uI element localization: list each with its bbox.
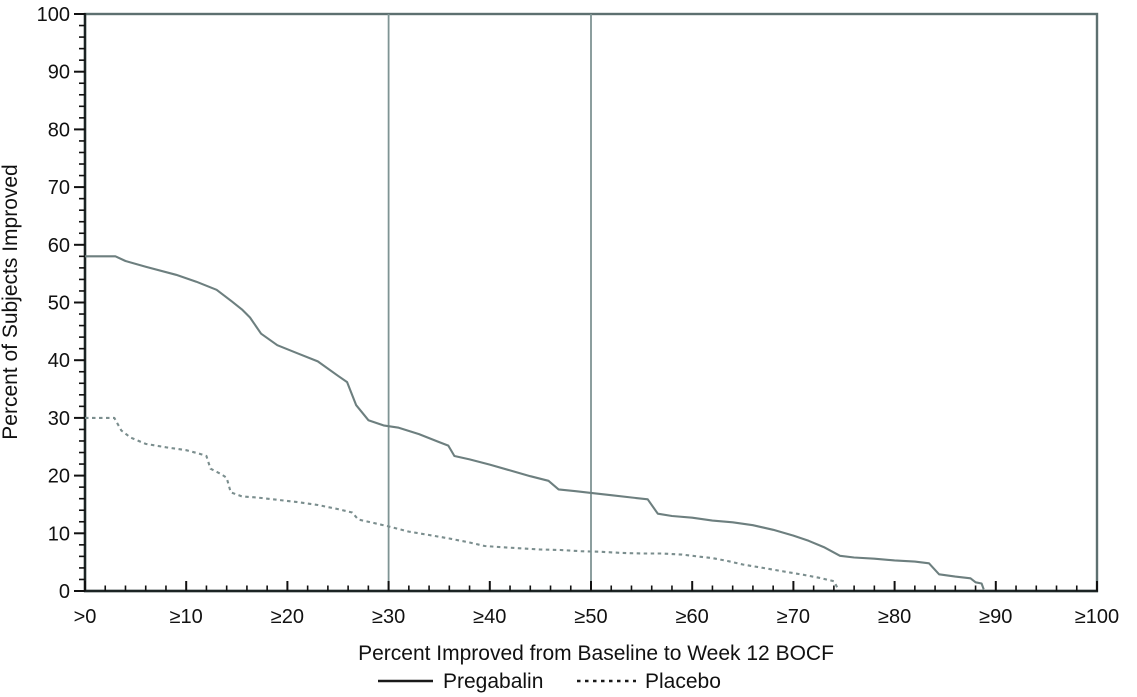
x-tick-label: ≥80 (878, 606, 911, 628)
x-tick-label: ≥50 (574, 606, 607, 628)
x-tick-label: ≥20 (271, 606, 304, 628)
placebo-curve (85, 416, 839, 590)
x-tick-label: ≥40 (473, 606, 506, 628)
x-axis-title: Percent Improved from Baseline to Week 1… (358, 642, 834, 665)
x-tick-label: >0 (74, 606, 97, 628)
x-tick-label: ≥10 (170, 606, 203, 628)
legend-label-placebo: Placebo (645, 670, 721, 693)
y-tick-label: 40 (48, 350, 70, 372)
y-tick-label: 10 (48, 523, 70, 545)
x-tick-label: ≥60 (676, 606, 709, 628)
x-tick-label: ≥90 (979, 606, 1012, 628)
y-tick-label: 70 (48, 177, 70, 199)
y-tick-label: 90 (48, 62, 70, 84)
pregabalin-curve (85, 255, 985, 590)
x-tick-label: ≥70 (777, 606, 810, 628)
legend: Pregabalin Placebo (378, 670, 721, 693)
y-tick-label: 0 (59, 581, 70, 603)
y-tick-label: 20 (48, 466, 70, 488)
y-tick-label: 30 (48, 408, 70, 430)
x-tick-label: ≥100 (1075, 606, 1119, 628)
y-axis-title: Percent of Subjects Improved (0, 164, 22, 439)
legend-label-pregabalin: Pregabalin (443, 670, 543, 693)
x-tick-label: ≥30 (372, 606, 405, 628)
y-tick-label: 50 (48, 293, 70, 315)
y-tick-label: 100 (37, 4, 70, 26)
y-tick-label: 60 (48, 235, 70, 257)
y-tick-label: 80 (48, 119, 70, 141)
